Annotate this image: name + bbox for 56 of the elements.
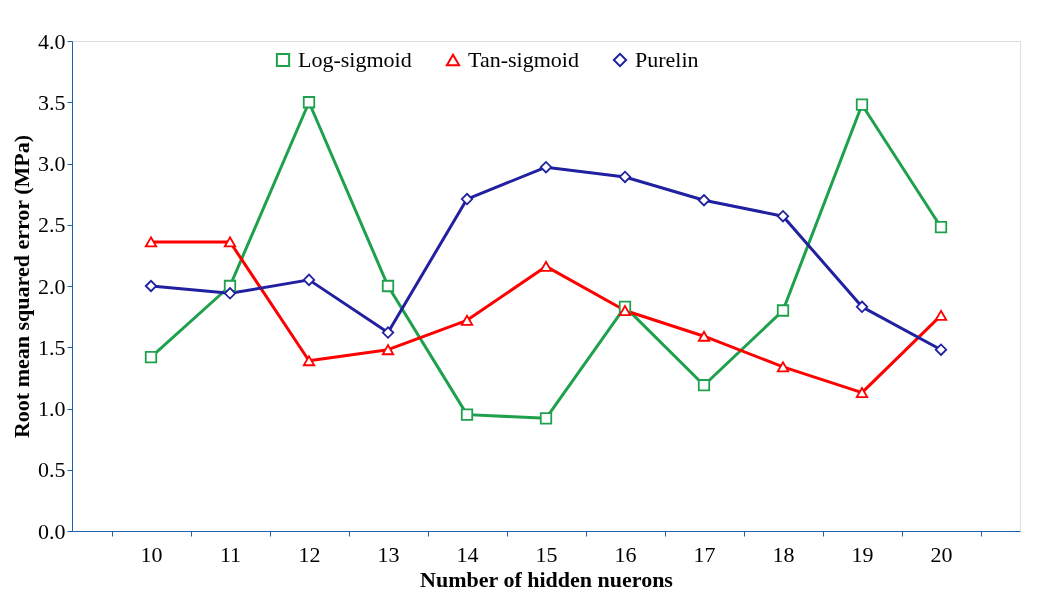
point — [539, 412, 553, 425]
y-tick-label: 3.5 — [38, 89, 66, 115]
legend-label: Log-sigmoid — [298, 47, 412, 72]
x-tick-label: 18 — [772, 541, 795, 567]
y-tick-label: 1.5 — [38, 334, 66, 360]
point — [776, 210, 790, 223]
point — [855, 387, 869, 399]
legend-label: Purelin — [635, 47, 699, 72]
point — [697, 379, 711, 392]
point — [776, 304, 790, 317]
point — [381, 326, 395, 339]
point — [934, 309, 948, 321]
point — [539, 161, 553, 174]
x-axis-title: Number of hidden nuerons — [420, 566, 674, 592]
point — [302, 96, 316, 109]
point — [460, 408, 474, 421]
point — [697, 194, 711, 207]
point — [381, 279, 395, 293]
y-tick-label: 2.5 — [38, 212, 66, 238]
point — [144, 350, 158, 364]
y-tick-label: 3.0 — [38, 151, 66, 176]
x-tick-label: 10 — [140, 541, 163, 567]
x-tick-label: 17 — [693, 541, 716, 567]
point — [618, 305, 632, 316]
x-tick-label: 12 — [298, 541, 321, 567]
point — [302, 273, 316, 287]
point — [618, 170, 632, 184]
point — [381, 344, 395, 356]
point — [934, 343, 948, 356]
point — [223, 236, 237, 248]
y-axis-title: Root mean squared error (MPa) — [9, 134, 34, 439]
x-tick-label: 19 — [851, 541, 874, 567]
point — [460, 192, 474, 206]
x-tick-label: 20 — [930, 541, 953, 567]
x-tick-label: 11 — [219, 541, 242, 567]
x-tick-label: 14 — [456, 541, 479, 567]
y-tick-label: 1.0 — [38, 396, 66, 421]
y-tick-label: 0.0 — [38, 518, 66, 544]
point — [776, 361, 790, 373]
x-tick-label: 13 — [377, 541, 400, 567]
point — [855, 98, 869, 111]
point — [539, 260, 553, 272]
point — [144, 236, 158, 248]
point — [697, 330, 711, 342]
point — [934, 221, 948, 234]
x-tick-label: 15 — [535, 541, 558, 567]
point — [302, 355, 316, 367]
point — [144, 279, 158, 293]
point — [223, 287, 237, 300]
point — [460, 314, 474, 326]
y-tick-label: 2.0 — [38, 273, 66, 299]
y-tick-label: 4.0 — [38, 28, 66, 54]
legend-label: Tan-sigmoid — [468, 47, 579, 72]
y-tick-label: 0.5 — [38, 457, 66, 483]
x-tick-label: 16 — [614, 541, 637, 567]
point — [855, 300, 869, 313]
